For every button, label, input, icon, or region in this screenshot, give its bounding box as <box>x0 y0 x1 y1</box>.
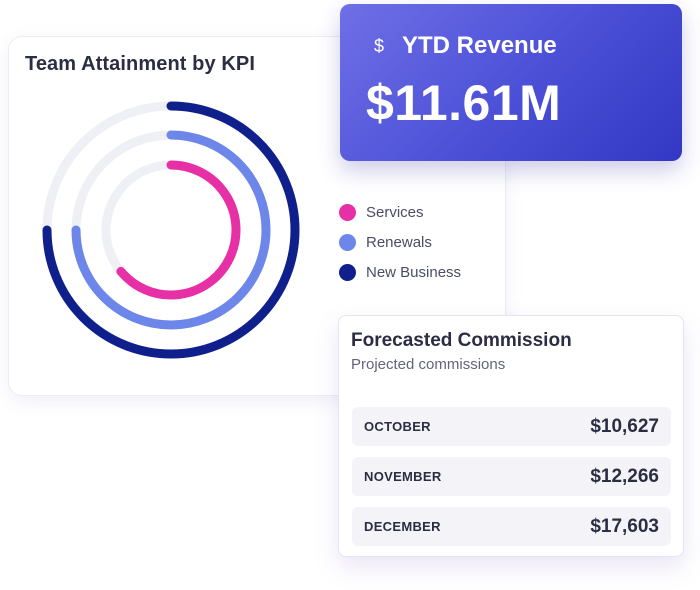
ytd-revenue-value: $11.61M <box>366 75 562 131</box>
legend-item-renewals: Renewals <box>339 227 461 257</box>
legend-dot-renewals <box>339 233 356 251</box>
forecast-title: Forecasted Commission <box>351 330 572 351</box>
legend-label-services: Services <box>366 203 424 221</box>
chart-legend: Services Renewals New Business <box>339 197 461 287</box>
legend-dot-new-business <box>339 263 356 281</box>
legend-item-services: Services <box>339 197 461 227</box>
forecast-amount: $17,603 <box>590 515 659 537</box>
ring-arc-renewals <box>71 130 271 330</box>
forecast-subtitle: Projected commissions <box>351 356 506 373</box>
ring-arc-new-business <box>42 101 300 359</box>
forecast-row: OCTOBER $10,627 <box>352 407 671 446</box>
forecast-month: OCTOBER <box>364 419 431 434</box>
forecast-list: OCTOBER $10,627 NOVEMBER $12,266 DECEMBE… <box>352 407 671 557</box>
legend-item-new-business: New Business <box>339 257 461 287</box>
forecast-row: DECEMBER $17,603 <box>352 507 671 546</box>
ytd-revenue-label: YTD Revenue <box>402 32 557 59</box>
forecast-month: DECEMBER <box>364 519 441 534</box>
attainment-radial-chart <box>42 101 300 359</box>
ytd-revenue-card: $ YTD Revenue $11.61M <box>340 4 682 161</box>
forecasted-commission-card: Forecasted Commission Projected commissi… <box>338 315 684 557</box>
team-attainment-title: Team Attainment by KPI <box>25 53 256 75</box>
ring-arc-services <box>116 160 241 300</box>
forecast-amount: $12,266 <box>590 465 659 487</box>
dollar-icon: $ <box>374 36 385 56</box>
forecast-amount: $10,627 <box>590 415 659 437</box>
legend-dot-services <box>339 203 356 221</box>
forecast-row: NOVEMBER $12,266 <box>352 457 671 496</box>
legend-label-renewals: Renewals <box>366 233 432 251</box>
legend-label-new-business: New Business <box>366 263 462 281</box>
forecast-month: NOVEMBER <box>364 469 442 484</box>
